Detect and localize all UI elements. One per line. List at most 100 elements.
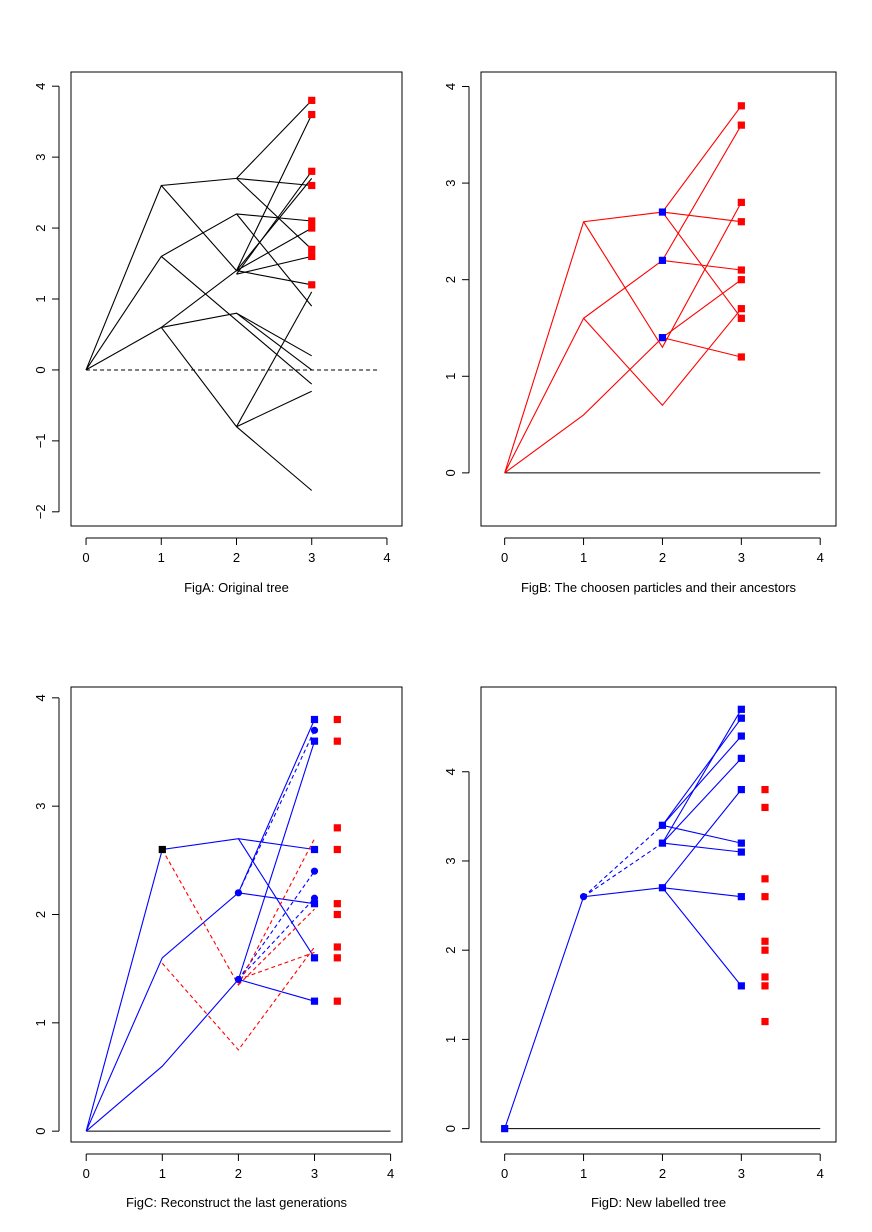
square-marker	[761, 875, 769, 883]
series-line-tree	[504, 887, 742, 1129]
square-marker	[310, 715, 319, 724]
square-marker	[737, 893, 745, 901]
series-line-ancestor	[661, 124, 742, 261]
square-marker	[737, 266, 745, 274]
chart-caption: FigC: Reconstruct the last generations	[126, 1195, 348, 1210]
y-tick-label: 1	[443, 1036, 458, 1043]
y-tick-label: 1	[33, 295, 48, 302]
x-axis: 0 1 2 3 4	[82, 537, 391, 565]
y-tick-label: −2	[33, 504, 48, 519]
y-tick-label: 0	[443, 469, 458, 476]
x-axis: 0 1 2 3 4	[501, 537, 824, 565]
series-line-branch	[160, 178, 313, 272]
square-marker	[658, 839, 667, 847]
square-marker	[333, 900, 341, 908]
series-line-ancestor	[504, 259, 742, 474]
series-line-branch	[236, 291, 313, 427]
square-marker	[308, 281, 316, 289]
square-marker	[308, 110, 316, 119]
series-line-tree	[662, 824, 742, 844]
plot-frame	[70, 71, 403, 527]
x-tick-label: 2	[233, 550, 240, 565]
square-marker	[761, 937, 769, 945]
square-marker	[333, 737, 341, 745]
series-line-branch	[236, 177, 313, 250]
series-line-branch	[85, 227, 312, 371]
circle-marker	[234, 975, 243, 984]
square-marker	[658, 208, 667, 216]
y-axis: 0 1 2 3 4	[443, 83, 470, 476]
square-marker	[501, 1125, 509, 1133]
plot-frame	[480, 686, 837, 1143]
series-line-branch	[236, 170, 313, 275]
y-tick-label: 2	[33, 224, 48, 231]
square-marker	[308, 217, 316, 225]
square-marker	[658, 884, 667, 892]
series-line-branch	[236, 177, 312, 187]
x-tick-label: 2	[659, 1166, 666, 1181]
series-line-new-branch	[85, 978, 315, 1132]
square-marker	[308, 181, 316, 190]
square-marker	[310, 900, 319, 908]
square-marker	[761, 946, 769, 954]
square-marker	[333, 824, 341, 832]
marker-group	[158, 715, 341, 1005]
square-marker	[333, 845, 341, 854]
square-marker	[737, 314, 745, 322]
x-tick-label: 1	[580, 550, 587, 565]
x-tick-label: 1	[580, 1166, 587, 1181]
square-marker	[310, 737, 319, 745]
square-marker	[333, 910, 341, 919]
square-marker	[658, 821, 667, 829]
y-tick-label: 4	[33, 694, 48, 701]
series-line-tree	[661, 735, 742, 826]
square-marker	[737, 305, 745, 313]
series-line-old	[161, 838, 315, 987]
series-line-branch	[236, 213, 313, 307]
series-line-tree	[661, 789, 742, 889]
series-line-ancestor	[583, 202, 742, 349]
y-axis: −2 −1 0 1 2 3 4	[33, 83, 60, 519]
series-line-branch	[160, 327, 313, 491]
square-marker	[737, 848, 745, 856]
plot-frame	[70, 686, 403, 1143]
square-marker	[308, 224, 316, 232]
series-group	[85, 719, 316, 1132]
square-marker	[737, 714, 745, 722]
x-tick-label: 2	[659, 550, 666, 565]
series-line-ancestor	[504, 105, 742, 474]
y-tick-label: −1	[33, 433, 48, 448]
square-marker	[333, 954, 341, 962]
x-tick-label: 3	[738, 550, 745, 565]
y-axis: 0 1 2 3 4	[443, 768, 470, 1132]
square-marker	[737, 785, 745, 794]
square-marker	[310, 954, 319, 962]
square-marker	[333, 715, 341, 724]
square-marker	[310, 845, 319, 854]
series-line-branch	[85, 100, 313, 371]
series-line-branch	[236, 114, 313, 271]
series-line-resampled	[237, 897, 315, 980]
x-axis: 0 1 2 3 4	[83, 1153, 394, 1181]
x-tick-label: 0	[82, 550, 89, 565]
y-tick-label: 2	[443, 947, 458, 954]
chart-caption: FigA: Original tree	[184, 580, 289, 595]
chart-caption: FigB: The choosen particles and their an…	[521, 580, 797, 595]
square-marker	[761, 785, 769, 794]
series-line-branch	[236, 255, 312, 275]
chart-caption: FigD: New labelled tree	[591, 1195, 726, 1210]
square-marker	[308, 245, 316, 253]
x-tick-label: 0	[501, 1166, 508, 1181]
y-tick-label: 1	[33, 1019, 48, 1026]
series-line-tree	[661, 717, 742, 826]
y-tick-label: 3	[33, 803, 48, 810]
square-marker	[737, 102, 745, 110]
series-line-old	[238, 951, 315, 981]
y-tick-label: 3	[443, 179, 458, 186]
series-group	[504, 105, 742, 474]
circle-marker	[234, 889, 243, 897]
x-tick-label: 4	[383, 550, 390, 565]
series-group	[504, 709, 742, 1129]
square-marker	[737, 705, 745, 713]
